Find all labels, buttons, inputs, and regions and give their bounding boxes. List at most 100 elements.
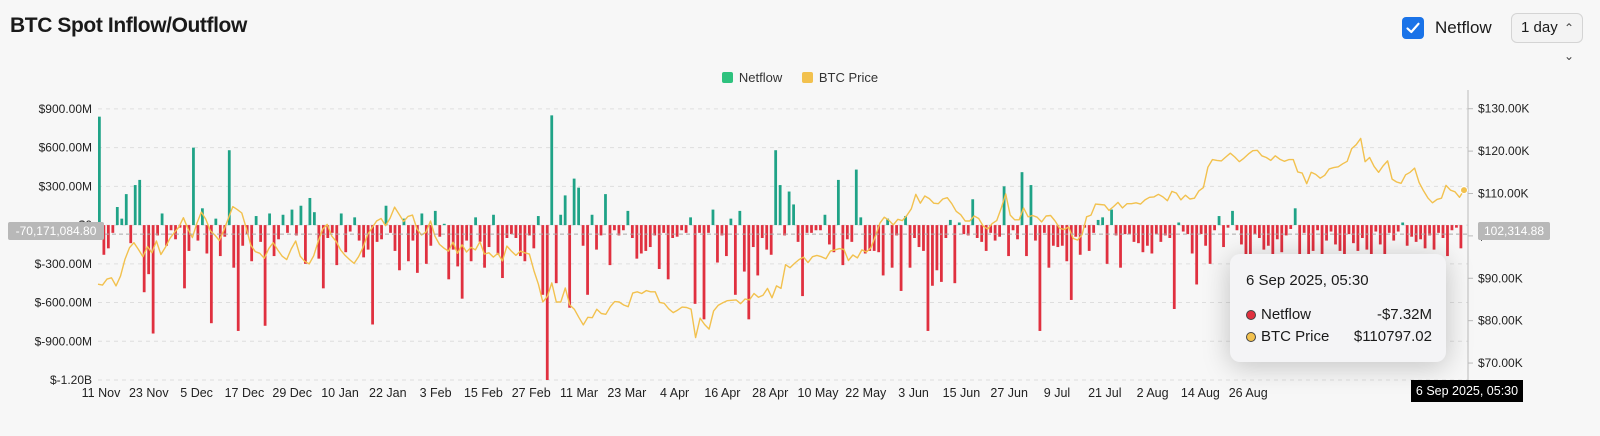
netflow-bar [1320,225,1324,258]
chevron-updown-icon: ⌃ ⌄ [1563,21,1574,63]
netflow-bar [1396,225,1400,232]
netflow-bar [1096,219,1100,226]
netflow-bar [138,179,142,226]
netflow-checkbox[interactable] [1402,17,1424,39]
netflow-bar [330,225,334,233]
netflow-bar [630,225,634,238]
netflow-bar [604,194,607,226]
netflow-bar [1284,225,1288,236]
left-axis-tick-label: $-600.00M [35,296,92,310]
netflow-bar [1195,225,1199,285]
netflow-bar [1213,225,1216,231]
netflow-bar [178,225,182,228]
netflow-bar [689,217,692,226]
netflow-bar [312,212,316,226]
tooltip-dot-btc-price [1246,331,1256,342]
checkmark-icon [1406,22,1420,34]
netflow-bar [917,225,921,248]
netflow-bar [398,225,401,271]
netflow-bar [563,195,567,226]
netflow-bar [554,225,558,284]
legend-label-btc-price: BTC Price [818,70,879,85]
netflow-bar [192,147,195,226]
x-axis-tick-label: 23 Nov [129,386,169,400]
netflow-bar [339,213,343,226]
netflow-bar [129,225,133,244]
netflow-bar [1401,222,1405,226]
netflow-bar [1383,225,1387,260]
netflow-bar [886,218,890,226]
netflow-bar [232,225,236,268]
netflow-bar [922,225,925,251]
netflow-bar [595,225,598,250]
netflow-bar [277,225,280,240]
netflow-bar [639,225,643,254]
netflow-bar [102,225,106,255]
x-axis-tick-label: 27 Jun [990,386,1028,400]
netflow-toggle-label[interactable]: Netflow [1435,18,1492,37]
netflow-bar [1253,225,1257,235]
netflow-bar [572,178,576,226]
netflow-bar [783,225,787,236]
netflow-bar [1419,225,1422,240]
legend-item-btc-price[interactable]: BTC Price [801,70,879,85]
x-axis-tick-label: 15 Feb [464,386,503,400]
x-axis-tick-label: 10 May [798,386,840,400]
netflow-bar [1289,225,1293,229]
netflow-bar [1432,225,1436,250]
netflow-bar [1347,225,1351,235]
netflow-bar [814,225,818,231]
x-axis-tick-label: 21 Jul [1088,386,1121,400]
netflow-bar [1365,225,1369,250]
netflow-bar [478,225,482,242]
netflow-bar [1329,225,1333,232]
netflow-bar [877,225,881,253]
x-axis-tick-label: 26 Aug [1229,386,1268,400]
netflow-bar [966,225,970,236]
interval-select[interactable]: 1 day ⌃ ⌄ [1511,13,1583,63]
netflow-bar [1240,225,1243,245]
netflow-bar [1360,225,1364,238]
legend-item-netflow[interactable]: Netflow [721,70,782,85]
netflow-bar [532,225,536,249]
netflow-bar [1177,222,1181,226]
netflow-bar [671,225,675,238]
netflow-bar [442,223,446,226]
netflow-bar [1163,225,1167,236]
netflow-bar [962,225,966,235]
netflow-bar [1101,217,1105,226]
tooltip-label-netflow: Netflow [1261,306,1312,323]
netflow-bar [223,225,227,237]
netflow-bar [209,225,213,324]
netflow-bar [1060,225,1064,246]
netflow-bar [1011,225,1015,231]
btc-price-line [97,137,1465,339]
netflow-bar [147,225,151,275]
netflow-bar [931,225,934,286]
netflow-bar [1231,210,1234,226]
netflow-bar [622,225,625,231]
netflow-bar [1051,225,1055,246]
netflow-bar [429,225,433,246]
netflow-bar [725,225,728,257]
netflow-bar [438,225,442,237]
netflow-bar [1244,225,1248,281]
netflow-bar [465,225,469,241]
netflow-bar [1414,225,1418,242]
netflow-bar [541,225,545,295]
netflow-bar [729,218,733,226]
netflow-bar [948,219,952,226]
netflow-bar [447,225,451,280]
netflow-bar [1455,225,1458,228]
netflow-bar [362,225,366,258]
netflow-bar [1387,225,1391,233]
netflow-bar [890,225,894,268]
x-axis-tick-label: 15 Jun [943,386,981,400]
netflow-bar [1029,185,1033,226]
netflow-bar [1208,225,1212,264]
netflow-bar [169,225,173,231]
netflow-bar [304,225,307,264]
netflow-bar [765,225,769,250]
netflow-bar [1172,225,1176,309]
